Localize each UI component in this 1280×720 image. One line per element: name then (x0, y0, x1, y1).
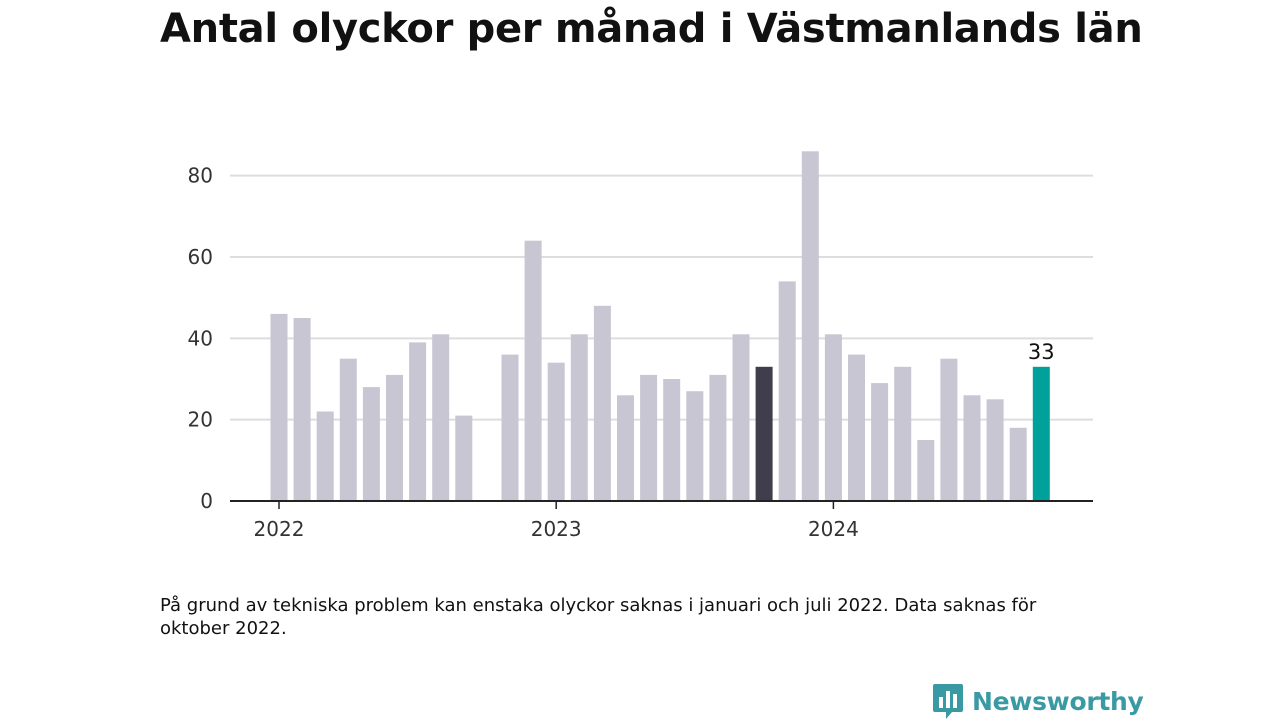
newsworthy-logo[interactable]: Newsworthy (932, 682, 1144, 720)
bar (755, 366, 773, 501)
grid-lines (230, 174, 1093, 421)
data-labels: 33 (1028, 340, 1055, 364)
bar (293, 318, 311, 501)
bar (732, 334, 750, 501)
bar (339, 358, 357, 501)
bar (640, 374, 658, 501)
bar (848, 354, 865, 501)
data-label: 33 (1028, 340, 1055, 364)
bar (501, 354, 519, 501)
bar (593, 305, 611, 501)
bar (871, 383, 889, 501)
bar-chart-speech-bubble-icon (933, 684, 963, 719)
bar (316, 411, 334, 501)
bar (1009, 427, 1027, 501)
y-tick-label: 60 (188, 245, 213, 269)
bar (547, 362, 565, 501)
bar (455, 415, 473, 501)
bar (524, 240, 542, 501)
bar (686, 391, 704, 501)
bar (362, 387, 380, 501)
bar (663, 379, 681, 501)
bar (801, 151, 819, 502)
bar (432, 334, 450, 501)
bar (917, 440, 935, 501)
bar (386, 374, 403, 501)
y-tick-label: 40 (188, 326, 213, 350)
x-tick-label: 2023 (531, 517, 582, 541)
bar (617, 395, 634, 501)
x-tick-label: 2022 (254, 517, 305, 541)
bar (940, 358, 958, 501)
bar (894, 366, 912, 501)
brand-name: Newsworthy (972, 686, 1144, 716)
bars (270, 151, 1050, 502)
bar (986, 399, 1004, 501)
y-tick-label: 80 (188, 164, 213, 188)
bar (778, 281, 796, 501)
y-tick-label: 20 (188, 408, 213, 432)
footnote: På grund av tekniska problem kan enstaka… (160, 595, 1037, 639)
bar (270, 313, 288, 501)
x-tick-label: 2024 (808, 517, 859, 541)
x-axis: 2022 2023 2024 (230, 500, 1093, 541)
y-tick-label: 0 (200, 489, 213, 513)
bar (709, 374, 727, 501)
bar (570, 334, 588, 501)
bar (963, 395, 981, 501)
bar (409, 342, 427, 501)
chart-title: Antal olyckor per månad i Västmanlands l… (160, 6, 1143, 52)
bar (824, 334, 842, 501)
bar (1032, 366, 1050, 501)
y-axis: 0 20 40 60 80 (188, 164, 213, 513)
